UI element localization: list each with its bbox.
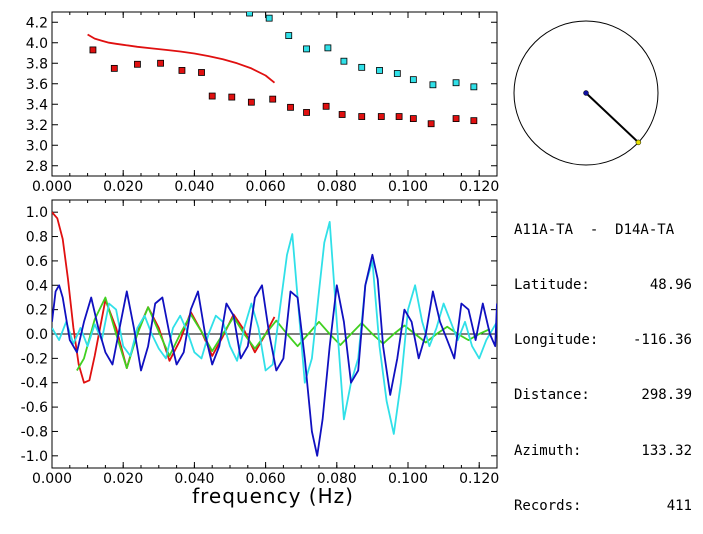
- red-data-point: [409, 115, 417, 122]
- cyan-data-point: [265, 14, 273, 22]
- info-label: Longitude:: [514, 332, 599, 349]
- x-tick-label: 0.120: [459, 179, 499, 195]
- red-data-point: [228, 93, 236, 101]
- coherency-plot: 0.000 0.020 0.040 0.060 0.080 0.100 0.120 -1.0 -…: [21, 199, 499, 487]
- red-data-point: [89, 46, 97, 54]
- figure: 0.000 0.020 0.040 0.060 0.080 0.100 0.120 2.8 3.…: [21, 11, 659, 508]
- y-tick-label: 0.4: [26, 278, 48, 294]
- info-label: Records:: [514, 497, 582, 514]
- red-data-point: [178, 67, 186, 74]
- y-tick-label: -0.4: [21, 376, 48, 392]
- red-data-point: [157, 59, 164, 67]
- y-tick-label: 3.2: [26, 118, 48, 134]
- info-label: Distance:: [514, 387, 590, 404]
- y-tick-label: 3.8: [26, 56, 48, 72]
- x-axis-label: frequency (Hz): [192, 484, 354, 508]
- x-tick-label: 0.040: [174, 471, 214, 487]
- plot-frame: [51, 11, 498, 177]
- cyan-series-line: [52, 220, 497, 435]
- info-value: 298.39: [641, 387, 692, 404]
- red-data-point: [322, 102, 330, 110]
- cyan-data-point: [246, 12, 253, 17]
- info-label: Azimuth:: [514, 442, 582, 459]
- x-tick-label: 0.020: [103, 471, 143, 487]
- info-row-latitude: Latitude: 48.96: [514, 276, 692, 294]
- azimuth-circle: [513, 20, 659, 166]
- x-tick-label: 0.120: [459, 471, 499, 487]
- y-tick-label: -1.0: [21, 449, 48, 465]
- info-row-longitude: Longitude: -116.36: [514, 331, 692, 349]
- cyan-data-point: [409, 76, 417, 84]
- station-a-marker: [583, 90, 589, 96]
- cyan-data-point: [340, 57, 348, 65]
- x-tick-label: 0.060: [246, 471, 286, 487]
- x-tick-label: 0.080: [317, 471, 357, 487]
- cyan-data-point: [285, 32, 293, 39]
- y-tick-label: 3.6: [26, 77, 48, 93]
- y-tick-label: 3.4: [26, 97, 48, 113]
- station-pair: A11A-TA - D14A-TA: [514, 221, 675, 238]
- info-value: 133.32: [641, 442, 692, 459]
- cyan-data-point: [470, 83, 478, 91]
- red-series-line: [87, 33, 276, 84]
- azimuth-inset: [513, 20, 659, 166]
- cyan-data-point: [452, 79, 460, 87]
- blue-series-line: [52, 253, 497, 457]
- red-data-point: [287, 103, 294, 111]
- y-tick-label: 1.0: [26, 205, 48, 221]
- y-tick-label: 0.0: [26, 327, 48, 343]
- y-tick-label: 0.6: [26, 254, 48, 270]
- red-data-point: [470, 117, 478, 125]
- x-tick-label: 0.100: [388, 471, 428, 487]
- dispersion-plot: 0.000 0.020 0.040 0.060 0.080 0.100 0.120 2.8 3.…: [26, 11, 499, 195]
- red-data-point: [110, 64, 118, 72]
- x-tick-label: 0.000: [32, 179, 72, 195]
- y-tick-label: -0.6: [21, 400, 48, 416]
- cyan-data-point: [358, 63, 366, 71]
- y-tick-label: 4.0: [26, 36, 48, 52]
- cyan-data-point: [393, 70, 401, 77]
- red-data-point: [358, 113, 366, 120]
- y-tick-label: 0.2: [26, 303, 48, 319]
- red-data-point: [303, 109, 310, 116]
- info-row-distance: Distance: 298.39: [514, 386, 692, 404]
- red-data-point: [377, 113, 385, 120]
- red-data-point: [395, 113, 403, 120]
- cyan-data-point: [376, 67, 383, 74]
- red-data-point: [247, 98, 255, 106]
- cyan-data-point: [429, 81, 437, 89]
- x-tick-label: 0.000: [32, 471, 72, 487]
- x-tick-label: 0.040: [174, 179, 214, 195]
- red-data-point: [198, 69, 205, 76]
- info-value: -116.36: [632, 332, 692, 349]
- red-data-point: [134, 60, 141, 68]
- red-data-point: [208, 92, 216, 100]
- red-data-point: [338, 111, 346, 118]
- station-info-panel: A11A-TA - D14A-TA Latitude: 48.96 Longitu…: [514, 184, 692, 534]
- x-tick-label: 0.080: [317, 179, 357, 195]
- info-row-records: Records: 411: [514, 497, 692, 515]
- info-value: 48.96: [649, 277, 692, 294]
- info-value: 411: [666, 497, 692, 514]
- x-tick-label: 0.100: [388, 179, 428, 195]
- red-data-point: [427, 120, 435, 128]
- x-tick-label: 0.060: [246, 179, 286, 195]
- red-data-point: [269, 95, 277, 103]
- x-tick-label: 0.020: [103, 179, 143, 195]
- y-tick-label: 2.8: [26, 159, 48, 175]
- station-b-marker: [635, 139, 642, 146]
- info-label: Latitude:: [514, 277, 590, 294]
- y-tick-label: -0.8: [21, 424, 48, 440]
- y-tick-label: -0.2: [21, 351, 48, 367]
- cyan-data-point: [303, 45, 310, 53]
- cyan-data-point: [324, 44, 332, 52]
- y-tick-label: 0.8: [26, 230, 48, 246]
- y-tick-label: 3.0: [26, 138, 48, 154]
- azimuth-line: [585, 92, 640, 144]
- y-tick-label: 4.2: [26, 15, 48, 31]
- info-row-azimuth: Azimuth: 133.32: [514, 442, 692, 460]
- red-data-point: [452, 115, 460, 122]
